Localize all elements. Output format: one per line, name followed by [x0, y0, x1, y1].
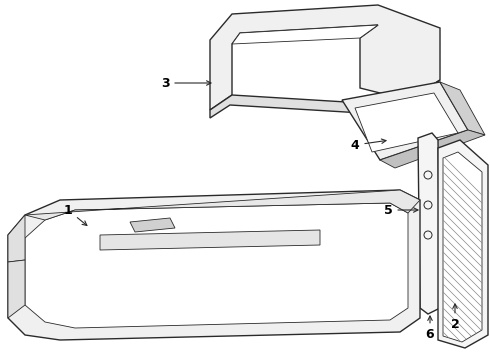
Polygon shape — [418, 133, 440, 314]
Polygon shape — [443, 152, 482, 342]
Polygon shape — [8, 215, 25, 262]
Polygon shape — [210, 5, 440, 110]
Polygon shape — [438, 140, 488, 348]
Text: 3: 3 — [161, 77, 211, 90]
Polygon shape — [210, 80, 440, 118]
Polygon shape — [100, 230, 320, 250]
Text: 6: 6 — [426, 316, 434, 342]
Polygon shape — [355, 93, 458, 152]
Polygon shape — [380, 130, 485, 168]
Polygon shape — [25, 190, 420, 220]
Polygon shape — [130, 218, 175, 232]
Text: 4: 4 — [351, 139, 386, 152]
Text: 5: 5 — [384, 203, 418, 216]
Polygon shape — [342, 82, 468, 160]
Polygon shape — [25, 203, 408, 328]
Text: 2: 2 — [451, 304, 460, 332]
Polygon shape — [8, 260, 25, 318]
Text: 1: 1 — [64, 203, 87, 225]
Polygon shape — [440, 82, 485, 135]
Polygon shape — [8, 190, 420, 340]
Polygon shape — [232, 25, 378, 44]
